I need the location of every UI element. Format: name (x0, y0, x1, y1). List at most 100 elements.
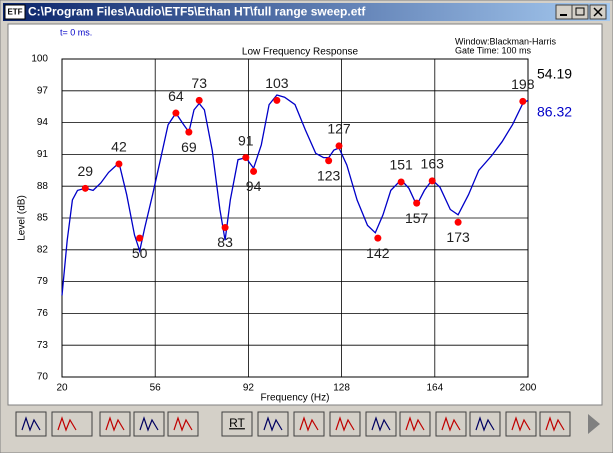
toolbar-scroll-arrow[interactable] (588, 414, 600, 434)
toolbar-button[interactable] (435, 411, 467, 437)
peak-label: 198 (511, 76, 535, 92)
toolbar-button[interactable] (293, 411, 325, 437)
toolbar-button-label: RT (229, 416, 245, 430)
peak-marker (519, 97, 527, 105)
y-tick-label: 79 (37, 276, 49, 287)
y-tick-label: 94 (37, 117, 49, 128)
peak-marker (250, 167, 258, 175)
chart-panel (7, 23, 603, 406)
peak-label: 69 (181, 139, 197, 155)
app-icon (4, 4, 26, 20)
toolbar-button[interactable] (329, 411, 361, 437)
window-note: Window:Blackman-Harris (455, 36, 557, 46)
peak-label: 83 (217, 234, 233, 250)
toolbar-button[interactable] (15, 411, 47, 437)
peak-marker (397, 178, 405, 186)
peak-marker (242, 154, 250, 162)
toolbar-icon (545, 416, 565, 432)
peak-marker (115, 160, 123, 168)
toolbar-icon (511, 416, 531, 432)
y-tick-label: 100 (31, 54, 48, 65)
x-tick-label: 164 (426, 383, 443, 394)
peak-label: 142 (366, 245, 390, 261)
peak-marker (413, 199, 421, 207)
peak-label: 29 (78, 163, 94, 179)
peak-marker (374, 234, 382, 242)
minimize-button[interactable] (555, 4, 573, 20)
app-icon-text: ETF (7, 8, 22, 17)
toolbar-button[interactable] (167, 411, 199, 437)
window-title: C:\Program Files\Audio\ETF5\Ethan HT\ful… (28, 5, 366, 19)
peak-label: 73 (191, 75, 207, 91)
toolbar-button[interactable] (365, 411, 397, 437)
y-tick-label: 97 (37, 85, 49, 96)
peak-label: 173 (446, 229, 470, 245)
toolbar-icon (21, 416, 41, 432)
toolbar-icon (371, 416, 391, 432)
x-tick-label: 56 (150, 383, 162, 394)
peak-marker (221, 224, 229, 232)
x-tick-label: 128 (333, 383, 350, 394)
readout-1: 54.19 (537, 66, 572, 82)
toolbar-button[interactable] (257, 411, 289, 437)
y-tick-label: 91 (37, 149, 49, 160)
y-tick-label: 88 (37, 181, 49, 192)
toolbar-icon (299, 416, 319, 432)
toolbar-button[interactable] (505, 411, 537, 437)
close-icon (593, 7, 603, 17)
toolbar-button[interactable] (469, 411, 501, 437)
toolbar-button[interactable] (399, 411, 431, 437)
x-tick-label: 92 (243, 383, 255, 394)
toolbar-icon (475, 416, 495, 432)
peak-label: 50 (132, 245, 148, 261)
peak-label: 127 (327, 121, 351, 137)
peak-label: 157 (405, 210, 429, 226)
window-controls (555, 4, 607, 20)
toolbar-icon (57, 416, 77, 432)
toolbar-icon (173, 416, 193, 432)
peak-label: 123 (317, 167, 341, 183)
time-note: t= 0 ms. (60, 27, 92, 37)
peak-marker (335, 142, 343, 150)
maximize-icon (575, 7, 585, 16)
y-tick-label: 85 (37, 213, 49, 224)
toolbar-button[interactable] (539, 411, 571, 437)
y-tick-label: 73 (37, 340, 49, 351)
y-tick-label: 70 (37, 372, 49, 383)
toolbar-button[interactable] (221, 411, 253, 437)
peak-marker (195, 96, 203, 104)
maximize-button[interactable] (571, 4, 589, 20)
y-axis-label: Level (dB) (17, 195, 28, 241)
y-tick-label: 76 (37, 308, 49, 319)
toolbar-button[interactable] (133, 411, 165, 437)
x-tick-label: 20 (56, 383, 68, 394)
gate-note: Gate Time: 100 ms (455, 45, 532, 55)
peak-label: 151 (389, 157, 413, 173)
toolbar-button[interactable] (99, 411, 131, 437)
peak-label: 64 (168, 88, 184, 104)
toolbar-icon (105, 416, 125, 432)
peak-marker (81, 184, 89, 192)
peak-label: 103 (265, 75, 289, 91)
toolbar-icon (405, 416, 425, 432)
toolbar-icon (263, 416, 283, 432)
toolbar-icon (441, 416, 461, 432)
peak-marker (454, 218, 462, 226)
chart-title: Low Frequency Response (242, 47, 359, 58)
peak-marker (172, 109, 180, 117)
peak-label: 163 (421, 156, 445, 172)
title-bar (3, 3, 610, 21)
peak-marker (136, 234, 144, 242)
peak-marker (325, 157, 333, 165)
peak-label: 91 (238, 132, 254, 148)
peak-marker (428, 177, 436, 185)
y-tick-label: 82 (37, 244, 49, 255)
peak-label: 94 (246, 178, 262, 194)
x-tick-label: 200 (520, 383, 537, 394)
readout-2: 86.32 (537, 104, 572, 120)
x-axis-label: Frequency (Hz) (261, 393, 330, 404)
plot-frame (61, 58, 529, 378)
toolbar-icon (335, 416, 355, 432)
